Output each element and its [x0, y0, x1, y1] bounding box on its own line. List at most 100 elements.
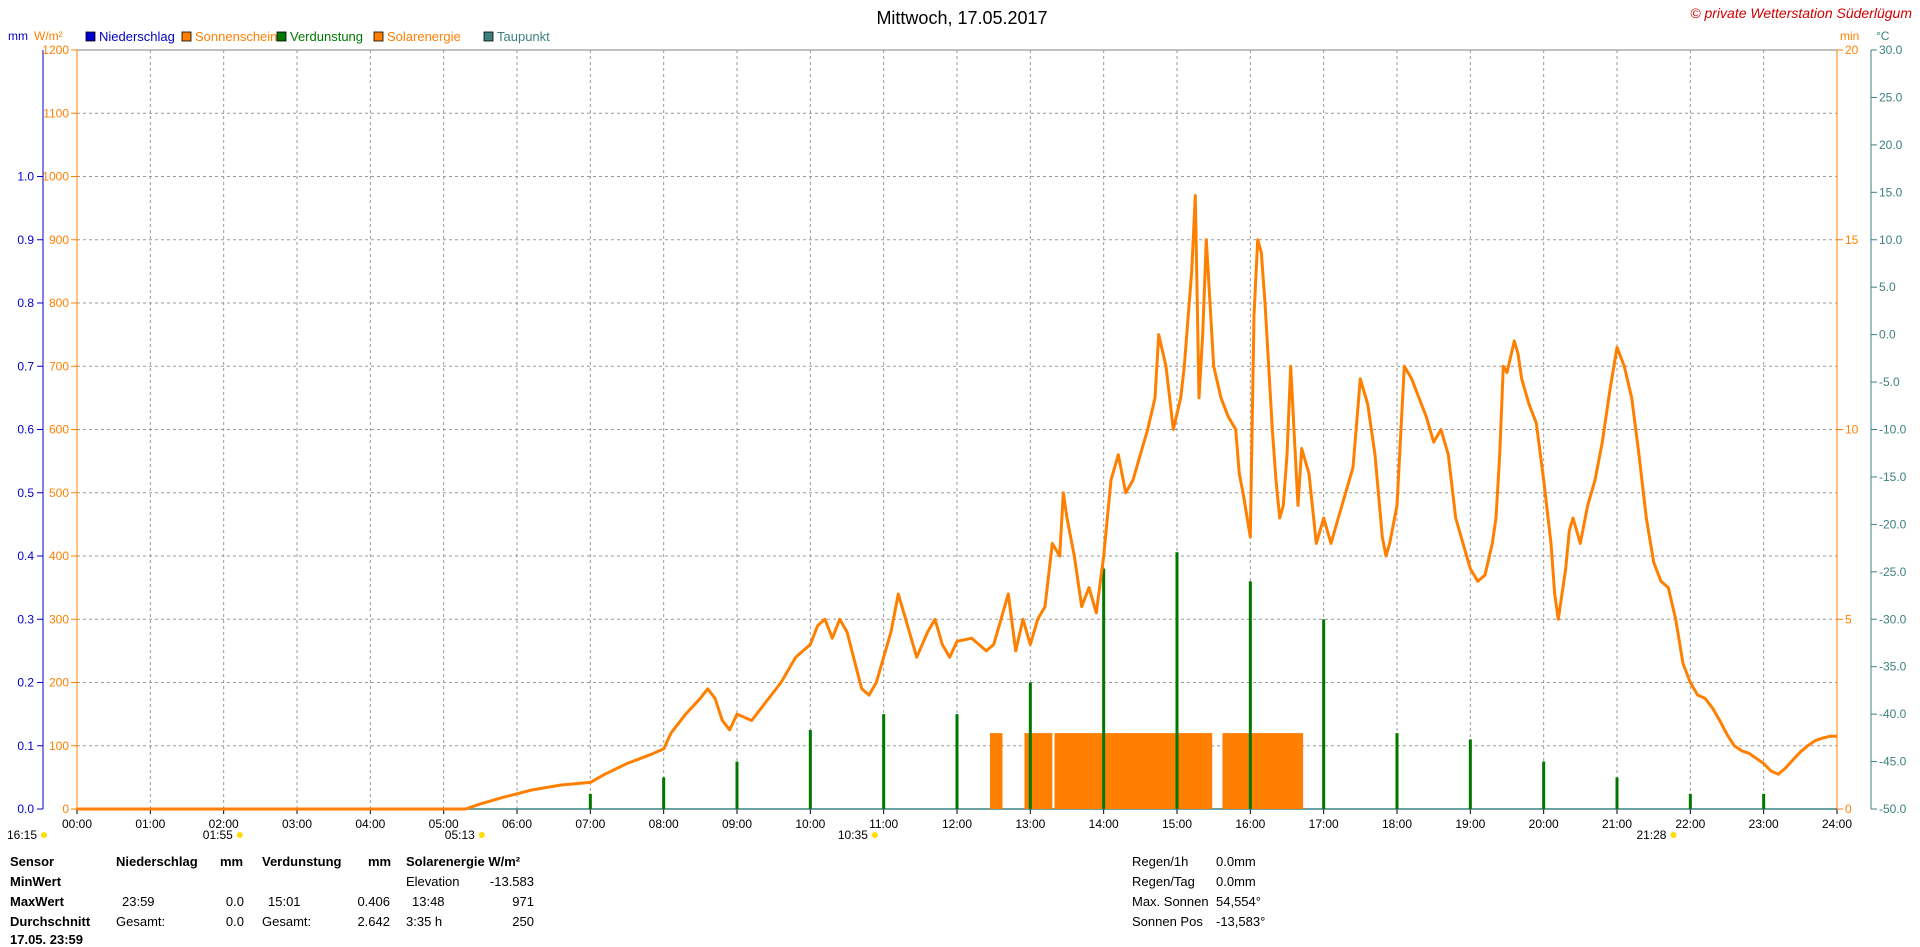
x-tick-label: 20:00: [1529, 817, 1559, 831]
wm2-tick-label: 200: [49, 676, 69, 690]
chart-title: Mittwoch, 17.05.2017: [876, 8, 1047, 28]
evaporation-bar: [1468, 739, 1472, 809]
stats-durch-sol-time: 3:35 h: [406, 914, 443, 929]
sun-marker-icon: [41, 832, 47, 838]
stats-max-verd-time: 15:01: [268, 894, 301, 909]
c-tick-label: -45.0: [1879, 755, 1907, 769]
sun-marker-icon: [871, 832, 878, 838]
mm-tick-label: 0.8: [17, 296, 34, 310]
x-tick-label: 06:00: [502, 817, 532, 831]
x-tick-label: 15:00: [1162, 817, 1192, 831]
wm2-tick-label: 900: [49, 233, 69, 247]
c-tick-label: 20.0: [1879, 138, 1903, 152]
x-tick-label: 11:00: [869, 817, 898, 831]
sunshine-block: [1054, 733, 1213, 809]
legend-label: Verdunstung: [290, 29, 363, 44]
stats-right-value-2: 54,554°: [1216, 894, 1261, 909]
sunshine-block: [1222, 733, 1304, 809]
solar-energy-line: [77, 194, 1837, 811]
x-tick-label: 05:00: [429, 817, 459, 831]
c-tick-label: -50.0: [1879, 802, 1907, 816]
evaporation-bar: [882, 714, 886, 809]
stats-durch-sol-val: 250: [512, 914, 534, 929]
stats-label-durchschnitt: Durchschnitt: [10, 914, 91, 929]
x-tick-label: 14:00: [1089, 817, 1119, 831]
evaporation-bar: [1395, 733, 1399, 809]
x-tick-label: 02:00: [209, 817, 239, 831]
x-tick-label: 04:00: [355, 817, 385, 831]
min-tick-label: 5: [1845, 612, 1852, 626]
wm2-tick-label: 800: [49, 296, 69, 310]
stats-elevation-value: -13.583: [489, 874, 534, 889]
x-tick-label: 01:00: [135, 817, 165, 831]
stats-durch-nied-label: Gesamt:: [116, 914, 166, 929]
grid: [76, 49, 1838, 810]
stats-head-solar: Solarenergie W/m²: [406, 854, 521, 869]
x-tick-label: 18:00: [1382, 817, 1412, 831]
wm2-tick-label: 1000: [42, 170, 69, 184]
sun-marker-icon: [478, 832, 485, 838]
marker-label: 16:15: [7, 828, 37, 842]
stats-right-label-2: Max. Sonnen: [1132, 894, 1209, 909]
mm-tick-label: 0.1: [17, 739, 34, 753]
stats-durch-nied-val: 0.0: [225, 914, 244, 929]
x-tick-label: 09:00: [722, 817, 752, 831]
legend-label: Niederschlag: [99, 29, 175, 44]
sunshine-block: [1024, 733, 1053, 809]
x-tick-label: 03:00: [282, 817, 312, 831]
c-tick-label: -25.0: [1879, 565, 1907, 579]
stats-head-verdunstung: Verdunstung: [262, 854, 342, 869]
x-tick-label: 24:00: [1822, 817, 1852, 831]
stats-right-label-0: Regen/1h: [1132, 854, 1189, 869]
stats-max-nied-val: 0.0: [225, 894, 244, 909]
marker-label: 21:28: [1636, 828, 1666, 842]
mm-tick-label: 0.6: [17, 423, 34, 437]
evaporation-bar: [1762, 793, 1766, 809]
x-tick-label: 17:00: [1309, 817, 1339, 831]
stats-max-nied-time: 23:59: [122, 894, 155, 909]
c-tick-label: -40.0: [1879, 707, 1907, 721]
x-tick-label: 19:00: [1455, 817, 1485, 831]
c-tick-label: -35.0: [1879, 660, 1907, 674]
sunshine-block: [990, 733, 1003, 809]
x-tick-label: 10:00: [795, 817, 825, 831]
wm2-tick-label: 300: [49, 612, 69, 626]
wm2-tick-label: 400: [49, 549, 69, 563]
stats-head-niederschlag: Niederschlag: [116, 854, 198, 869]
wm2-tick-label: 1200: [42, 43, 69, 57]
mm-tick-label: 0.4: [17, 549, 34, 563]
c-tick-label: 25.0: [1879, 90, 1903, 104]
sunshine-bars: [990, 733, 1304, 809]
mm-tick-label: 0.7: [17, 359, 34, 373]
mm-tick-label: 0.9: [17, 233, 34, 247]
x-tick-label: 08:00: [649, 817, 679, 831]
c-tick-label: 0.0: [1879, 328, 1896, 342]
legend: Niederschlag Sonnenschein Verdunstung Solar…: [85, 29, 550, 44]
min-tick-label: 0: [1845, 802, 1852, 816]
wm2-tick-label: 500: [49, 486, 69, 500]
min-tick-label: 10: [1845, 423, 1859, 437]
stats-elevation-label: Elevation: [406, 874, 460, 889]
stats-right-label-3: Sonnen Pos: [1132, 914, 1203, 929]
x-tick-label: 23:00: [1749, 817, 1779, 831]
evaporation-bar: [662, 777, 666, 809]
stats-durch-verd-val: 2.642: [357, 914, 390, 929]
c-tick-label: -5.0: [1879, 375, 1900, 389]
wm2-unit-label: W/m²: [34, 29, 63, 43]
legend-swatch: [483, 31, 494, 42]
x-tick-label: 22:00: [1675, 817, 1705, 831]
stats-label-maxwert: MaxWert: [10, 894, 64, 909]
x-tick-label: 21:00: [1602, 817, 1632, 831]
evaporation-bar: [1542, 761, 1546, 809]
marker-label: 10:35: [838, 828, 868, 842]
x-tick-label: 13:00: [1015, 817, 1045, 831]
c-tick-label: -30.0: [1879, 612, 1907, 626]
evaporation-bar: [1028, 682, 1032, 809]
stats-right-value-0: 0.0mm: [1216, 854, 1256, 869]
legend-swatch: [373, 31, 384, 42]
stats-right-label-1: Regen/Tag: [1132, 874, 1195, 889]
stats-right-value-3: -13,583°: [1216, 914, 1266, 929]
x-tick-label: 00:00: [62, 817, 92, 831]
c-tick-label: -10.0: [1879, 423, 1907, 437]
min-unit-label: min: [1840, 29, 1859, 43]
